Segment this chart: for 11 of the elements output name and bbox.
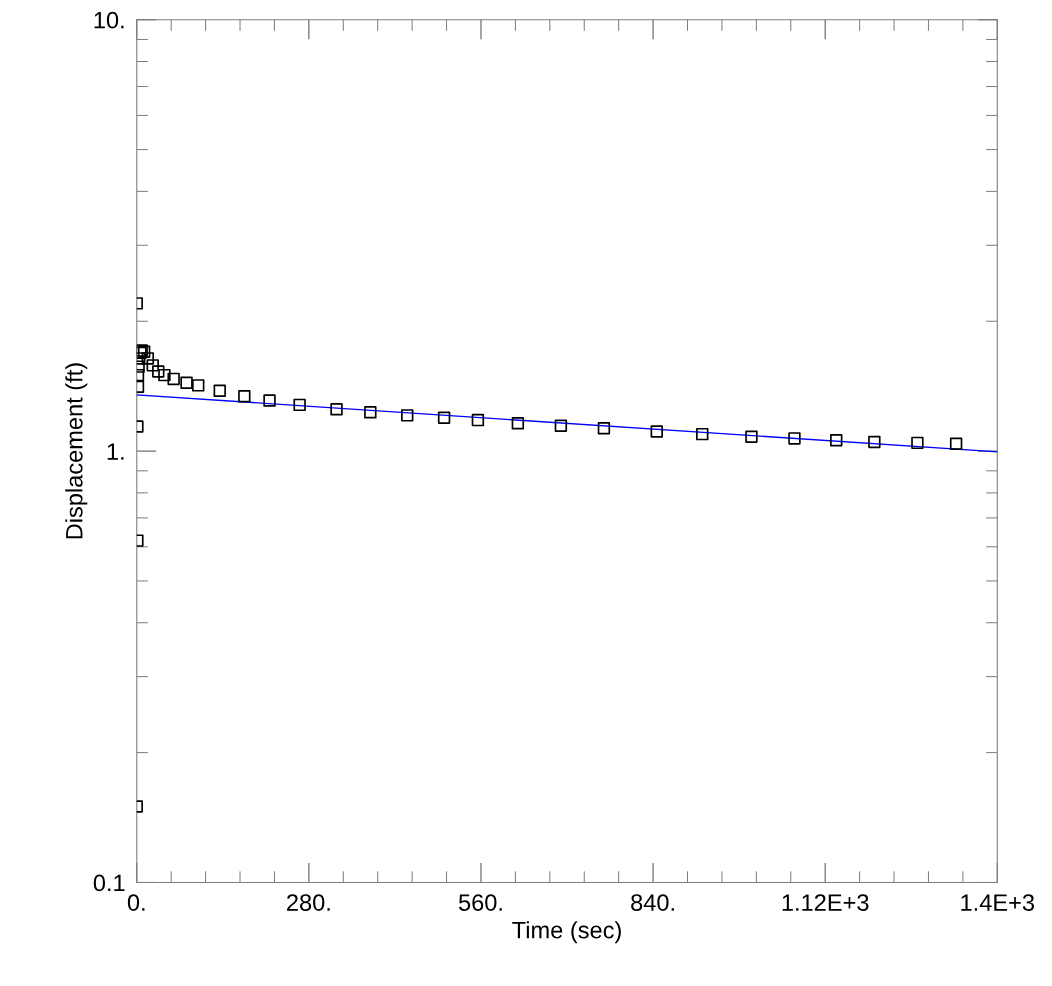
x-tick-label: 560. — [458, 894, 502, 911]
x-tick-label: 840. — [631, 894, 674, 911]
y-tick-label: 0.1 — [93, 874, 125, 892]
y-tick-label: 1. — [107, 443, 124, 460]
x-tick-label: 0. — [127, 894, 145, 911]
x-axis-title: Time (sec) — [512, 921, 621, 944]
y-tick-label: 10. — [94, 11, 124, 29]
x-tick-label: 280. — [287, 894, 330, 911]
x-tick-label: 1.4E+3 — [961, 894, 1034, 911]
x-tick-label: 1.12E+3 — [782, 894, 869, 911]
y-axis-title: Displacement (ft) — [65, 363, 88, 539]
